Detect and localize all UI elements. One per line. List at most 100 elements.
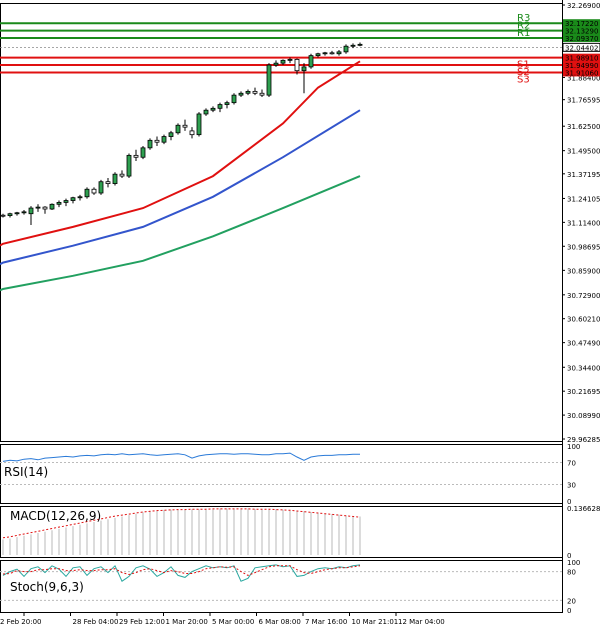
y-tick-label: 30.21695 bbox=[567, 388, 600, 396]
candle bbox=[245, 89, 251, 96]
candle-body bbox=[322, 52, 328, 55]
candle bbox=[203, 108, 209, 116]
candle bbox=[238, 91, 244, 98]
candle-body bbox=[112, 173, 118, 184]
stoch-k-line bbox=[2, 564, 361, 582]
y-tick-label: 30.98695 bbox=[567, 243, 600, 251]
candle-body bbox=[98, 181, 104, 194]
candle-body bbox=[14, 212, 20, 215]
level-price-r1: 32.09370 bbox=[565, 35, 598, 43]
candle bbox=[126, 153, 132, 178]
candle bbox=[7, 212, 13, 218]
candle bbox=[28, 206, 34, 225]
candle-body bbox=[350, 44, 356, 47]
candle-body bbox=[210, 107, 216, 111]
candle bbox=[343, 44, 349, 54]
candle-body bbox=[168, 132, 174, 137]
candle bbox=[140, 145, 146, 160]
candle bbox=[112, 172, 118, 186]
candle bbox=[210, 106, 216, 113]
y-tick-label: 30.08990 bbox=[567, 412, 600, 420]
level-price-box-s1 bbox=[563, 53, 600, 62]
candle bbox=[14, 211, 20, 216]
ma-slow-line bbox=[0, 175, 361, 292]
level-price-r2: 32.13290 bbox=[565, 28, 598, 36]
level-label-s3: S3 bbox=[517, 74, 530, 85]
ma-mid-line bbox=[0, 109, 361, 266]
rsi-tick-label: 100 bbox=[567, 443, 580, 451]
y-tick-label: 31.11400 bbox=[567, 219, 600, 227]
candle bbox=[217, 102, 223, 113]
y-tick-label: 31.62500 bbox=[567, 123, 600, 131]
rsi-tick-label: 30 bbox=[567, 482, 576, 490]
candle bbox=[315, 52, 321, 58]
level-price-box-s2 bbox=[563, 61, 600, 70]
candle bbox=[77, 194, 83, 201]
rsi-line bbox=[2, 452, 360, 462]
candle bbox=[308, 53, 314, 69]
candle-body bbox=[308, 55, 314, 68]
candle-body bbox=[259, 92, 265, 96]
candle-body bbox=[196, 113, 202, 136]
y-tick-label: 30.47490 bbox=[567, 340, 600, 348]
macd-tick-label: 0 bbox=[567, 552, 571, 560]
candle-body bbox=[329, 52, 335, 55]
main-pane-border bbox=[0, 3, 563, 442]
candle-body bbox=[252, 90, 258, 94]
candle-body bbox=[294, 58, 300, 72]
candle-body bbox=[84, 188, 90, 198]
x-tick-label: 6 Mar 08:00 bbox=[259, 618, 301, 626]
y-tick-label: 31.76595 bbox=[567, 97, 600, 105]
stoch-pane-border bbox=[0, 560, 563, 613]
candle-body bbox=[182, 124, 188, 128]
macd-signal-line bbox=[2, 508, 361, 539]
candle-body bbox=[161, 136, 167, 143]
candle-body bbox=[21, 211, 27, 214]
x-tick-label: 12 Mar 04:00 bbox=[398, 618, 445, 626]
candle bbox=[84, 187, 90, 199]
candle-body bbox=[189, 130, 195, 136]
x-tick-label: 5 Mar 00:00 bbox=[212, 618, 254, 626]
candle-body bbox=[133, 154, 139, 158]
candle bbox=[21, 209, 27, 215]
candle-body bbox=[336, 51, 342, 55]
candle-body bbox=[266, 64, 272, 96]
y-tick-label: 30.72900 bbox=[567, 292, 600, 300]
candle-body bbox=[91, 188, 97, 194]
candle-body bbox=[35, 206, 41, 209]
macd-label: MACD(12,26,9) bbox=[10, 509, 101, 523]
candle-body bbox=[231, 94, 237, 104]
x-tick-label: 29 Feb 12:00 bbox=[119, 618, 165, 626]
level-price-box-r2 bbox=[563, 26, 600, 35]
candle-body bbox=[287, 58, 293, 61]
candle bbox=[231, 93, 237, 105]
x-tick-label: 28 Feb 04:00 bbox=[73, 618, 119, 626]
candle bbox=[329, 50, 335, 55]
candle bbox=[287, 57, 293, 64]
level-price-s3: 31.91060 bbox=[565, 69, 598, 77]
stoch-d-line bbox=[2, 565, 361, 576]
x-tick-label: 10 Mar 21:01 bbox=[352, 618, 399, 626]
candle bbox=[49, 203, 55, 210]
candle-body bbox=[77, 196, 83, 199]
stoch-label: Stoch(9,6,3) bbox=[10, 580, 84, 594]
candle-body bbox=[147, 139, 153, 149]
y-tick-label: 31.37195 bbox=[567, 171, 600, 179]
candle bbox=[119, 170, 125, 178]
candle-body bbox=[357, 43, 363, 46]
candle bbox=[301, 63, 307, 94]
stoch-tick-label: 20 bbox=[567, 597, 576, 605]
candle bbox=[105, 177, 111, 188]
y-tick-label: 31.88400 bbox=[567, 74, 600, 82]
candle-body bbox=[203, 109, 209, 115]
candle-body bbox=[273, 62, 279, 66]
y-tick-label: 29.96285 bbox=[567, 436, 600, 444]
rsi-label: RSI(14) bbox=[4, 465, 48, 479]
candle bbox=[182, 119, 188, 131]
x-tick-label: 7 Mar 16:00 bbox=[305, 618, 347, 626]
level-label-r2: R2 bbox=[517, 21, 530, 32]
candle bbox=[196, 112, 202, 137]
level-price-r3: 32.17220 bbox=[565, 20, 598, 28]
candle-body bbox=[175, 124, 181, 134]
